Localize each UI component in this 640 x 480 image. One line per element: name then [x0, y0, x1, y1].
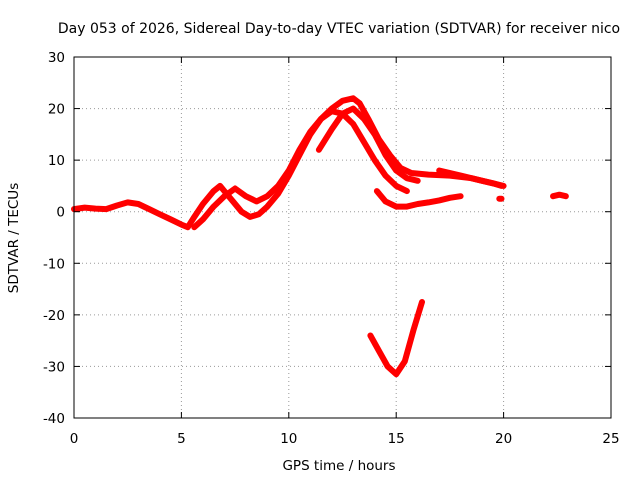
x-tick-label: 0	[70, 431, 79, 447]
x-axis-label: GPS time / hours	[282, 458, 395, 474]
y-tick-label: -40	[43, 411, 65, 427]
series-layer	[71, 95, 569, 378]
grid	[74, 57, 611, 418]
y-tick-label: 30	[48, 50, 65, 66]
tick-labels: 0 5 10 15 20 25 -40 -30 -20 -10 0 10 20 30	[43, 50, 620, 447]
x-tick-label: 25	[602, 431, 619, 447]
series-track-c	[373, 188, 464, 210]
y-tick-label: -20	[43, 308, 65, 324]
x-tick-label: 20	[495, 431, 512, 447]
y-tick-label: 10	[48, 153, 65, 169]
y-tick-label: -10	[43, 256, 65, 272]
x-tick-label: 5	[177, 431, 186, 447]
y-tick-label: -30	[43, 359, 65, 375]
series-track-a	[71, 95, 505, 231]
x-tick-label: 15	[388, 431, 405, 447]
chart-title: Day 053 of 2026, Sidereal Day-to-day VTE…	[58, 21, 620, 37]
x-tick-label: 10	[280, 431, 297, 447]
y-tick-label: 0	[56, 205, 65, 221]
series-track-g	[550, 191, 569, 200]
y-tick-label: 20	[48, 102, 65, 118]
y-axis-label: SDTVAR / TECUs	[6, 183, 22, 293]
series-track-h	[367, 299, 425, 378]
series-track-d	[315, 105, 421, 184]
series-track-b	[191, 108, 410, 231]
series-track-e	[436, 167, 507, 189]
ticks	[73, 56, 612, 419]
plot-frame	[73, 56, 612, 419]
